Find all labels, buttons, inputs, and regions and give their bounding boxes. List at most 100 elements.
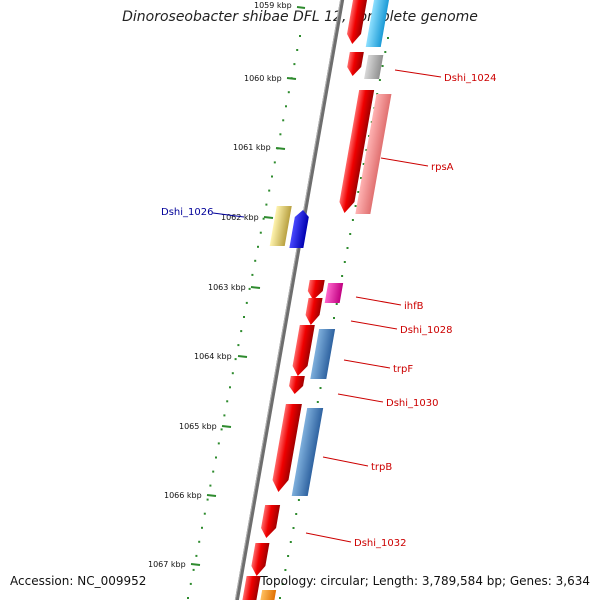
gene-feature-dshi-1024[interactable] — [346, 52, 364, 76]
scale-dot — [282, 119, 285, 122]
scale-tick — [275, 147, 286, 150]
leader-dshi-1024 — [394, 69, 442, 78]
scale-dot — [362, 163, 365, 165]
scale-dot — [240, 330, 243, 333]
leader-dshi-1028 — [350, 320, 398, 330]
gene-feature-dshi-1028[interactable] — [304, 298, 323, 325]
leader-dshi-1032 — [305, 532, 352, 543]
scale-dot — [223, 414, 226, 417]
scale-dot — [209, 484, 212, 487]
gene-feature-dshi-1035[interactable] — [259, 590, 277, 600]
scale-tick — [190, 563, 201, 566]
scale-dot — [296, 49, 299, 51]
gene-feature-rpsa-red[interactable] — [338, 90, 375, 213]
gene-label-dshi-1028[interactable]: Dshi_1028 — [400, 325, 452, 336]
scale-dot — [251, 273, 254, 276]
scale-dot — [271, 175, 273, 178]
scale-dot — [257, 245, 259, 248]
scale-dot — [354, 205, 357, 207]
scale-ticks: 1059 kbp 1060 kbp 1061 kbp 1062 kbp 1063… — [148, 1, 306, 569]
scale-tick-label: 1059 kbp — [254, 1, 292, 10]
scale-dot — [231, 372, 234, 375]
scale-dot — [287, 91, 290, 94]
gene-feature-trpb-red[interactable] — [270, 404, 302, 492]
gene-label-ihfb[interactable]: ihfB — [404, 301, 424, 312]
scale-tick-label: 1060 kbp — [244, 74, 282, 83]
gene-feature-trpb[interactable] — [291, 408, 324, 496]
gene-label-dshi-1024[interactable]: Dshi_1024 — [444, 73, 496, 84]
gene-feature-rpsa[interactable] — [355, 94, 392, 214]
scale-dot — [237, 344, 240, 347]
gene-feature-dshi-1023[interactable] — [345, 0, 368, 44]
gene-labels: Dshi_1024 rpsA Dshi_1026 ihfB Dshi_1028 … — [161, 73, 496, 549]
gene-label-trpf[interactable]: trpF — [393, 364, 413, 375]
scale-dot — [333, 317, 335, 319]
gene-feature-dshi-1026-blue[interactable] — [289, 210, 310, 248]
scale-dot — [381, 65, 384, 67]
scale-dot — [198, 540, 201, 543]
scale-dot — [289, 541, 292, 543]
scale-dot — [217, 442, 220, 445]
scale-dot — [346, 247, 349, 249]
gene-label-trpb[interactable]: trpB — [371, 462, 392, 473]
scale-tick-label: 1061 kbp — [233, 143, 271, 152]
scale-dot — [378, 79, 381, 81]
scale-dot — [273, 161, 276, 164]
scale-dot — [265, 203, 268, 206]
scale-dot — [293, 63, 296, 66]
scale-dot — [297, 499, 300, 501]
gene-label-rpsa[interactable]: rpsA — [431, 162, 454, 173]
scale-dot — [279, 133, 282, 136]
gene-feature-ihfb[interactable] — [324, 283, 344, 303]
scale-dot — [343, 261, 346, 263]
gene-feature-trpf-red[interactable] — [291, 325, 315, 376]
leader-ihfb — [355, 296, 402, 306]
scale-dot — [292, 527, 295, 529]
gene-feature-dshi-1026[interactable] — [269, 206, 292, 246]
scale-dot — [243, 316, 245, 318]
gene-feature-dshi-1032[interactable] — [259, 505, 281, 538]
scale-tick — [286, 77, 297, 80]
gene-feature-trpf[interactable] — [310, 329, 336, 379]
label-leaders — [212, 69, 442, 543]
scale-dot — [365, 149, 368, 151]
scale-dot — [203, 512, 206, 515]
scale-tick-label: 1064 kbp — [194, 352, 232, 361]
scale-dot — [357, 191, 360, 193]
leader-trpf — [343, 359, 391, 369]
scale-dot — [212, 470, 215, 473]
scale-dot — [349, 233, 352, 235]
scale-dot — [279, 597, 281, 599]
gene-label-dshi-1030[interactable]: Dshi_1030 — [386, 398, 438, 409]
genome-backbone-highlight — [234, 0, 342, 600]
scale-tick-label: 1065 kbp — [179, 422, 217, 431]
gene-feature-dshi-1034[interactable] — [241, 576, 261, 600]
gene-feature-dshi-1030[interactable] — [288, 376, 305, 394]
gene-feature-dshi-1023-partner[interactable] — [365, 0, 390, 47]
scale-dot — [268, 189, 271, 192]
scale-dot — [229, 386, 231, 389]
gene-label-dshi-1032[interactable]: Dshi_1032 — [354, 538, 406, 549]
gene-label-dshi-1026[interactable]: Dshi_1026 — [161, 207, 213, 218]
scale-tick-label: 1063 kbp — [208, 283, 246, 292]
scale-dot — [341, 275, 344, 277]
gene-feature-ihfb-red[interactable] — [306, 280, 325, 300]
scale-dot — [319, 387, 322, 389]
scale-dot — [295, 513, 298, 515]
scale-tick — [263, 216, 274, 219]
gene-feature-dshi-1033[interactable] — [250, 543, 270, 576]
scale-tick — [206, 494, 217, 497]
scale-dot — [259, 231, 262, 234]
scale-tick — [296, 6, 306, 9]
scale-dot — [187, 597, 189, 599]
scale-ring-dots — [187, 35, 301, 599]
genome-backbone — [234, 0, 345, 600]
scale-dot — [220, 428, 223, 431]
scale-dot — [285, 105, 287, 108]
leader-dshi-1030 — [337, 393, 384, 403]
scale-dot — [316, 401, 319, 403]
leader-rpsa — [380, 157, 429, 167]
gene-feature-dshi-1024-partner[interactable] — [364, 55, 384, 79]
